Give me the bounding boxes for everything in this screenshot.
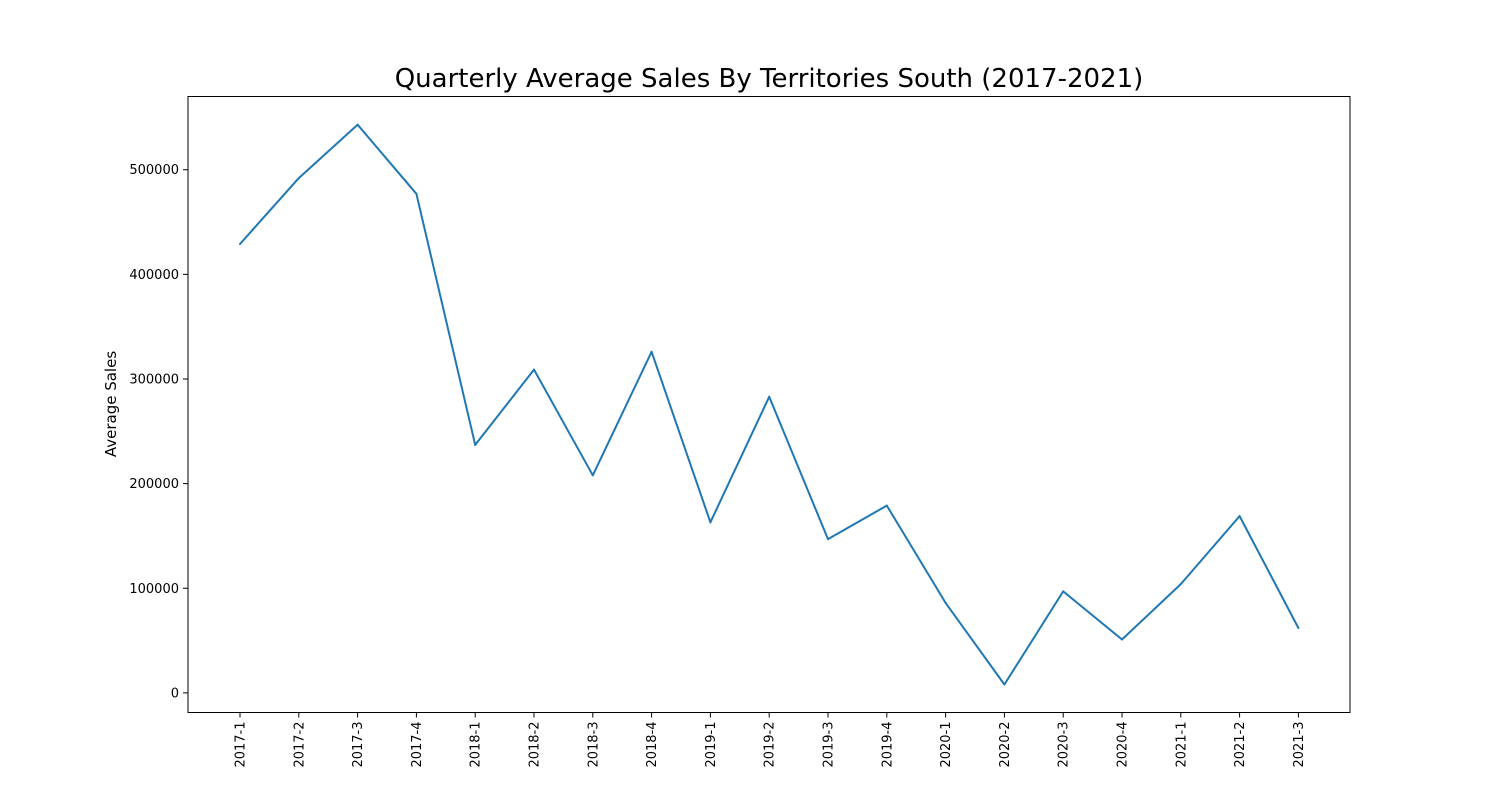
series-layer — [239, 123, 1300, 686]
y-tick-label: 500000 — [129, 163, 179, 178]
x-tick-label: 2018-1 — [469, 722, 484, 768]
y-tick-label: 0 — [171, 686, 179, 701]
x-tick-label: 2018-4 — [645, 722, 660, 768]
data-point — [1003, 683, 1006, 686]
x-tick-label: 2020-2 — [998, 722, 1013, 768]
x-tick-label: 2019-3 — [822, 722, 837, 768]
x-tick-label: 2021-1 — [1174, 722, 1189, 768]
y-tick-label: 300000 — [129, 372, 179, 387]
data-point — [768, 395, 771, 398]
data-point — [1238, 515, 1241, 518]
x-tick-label: 2020-1 — [939, 722, 954, 768]
y-axis-ticks: 0 100000 200000 300000 400000 500000 — [129, 163, 188, 701]
x-tick-label: 2021-2 — [1233, 722, 1248, 768]
data-point — [650, 350, 653, 353]
data-point — [239, 243, 241, 246]
data-point — [297, 177, 300, 180]
data-point — [1297, 627, 1300, 630]
data-point — [1179, 583, 1182, 586]
x-tick-label: 2018-3 — [586, 722, 601, 768]
data-point — [533, 368, 535, 371]
data-point — [1062, 590, 1065, 593]
data-point — [591, 474, 594, 477]
x-tick-label: 2020-4 — [1116, 722, 1131, 768]
data-point — [474, 443, 477, 446]
y-tick-label: 200000 — [129, 477, 179, 492]
data-point — [709, 521, 712, 524]
x-tick-label: 2019-4 — [880, 722, 895, 768]
y-tick-label: 100000 — [129, 582, 179, 597]
x-tick-label: 2019-2 — [763, 722, 778, 768]
chart-title: Quarterly Average Sales By Territories S… — [395, 64, 1144, 94]
data-point — [827, 538, 829, 541]
x-tick-label: 2017-3 — [351, 722, 366, 768]
x-tick-label: 2017-4 — [410, 722, 425, 768]
x-tick-label: 2019-1 — [704, 722, 719, 768]
data-point — [1121, 638, 1123, 641]
x-tick-label: 2020-3 — [1057, 722, 1072, 768]
x-tick-label: 2017-2 — [292, 722, 307, 768]
data-point — [415, 192, 418, 195]
x-tick-label: 2018-2 — [528, 722, 543, 768]
x-axis-ticks: 2017-1 2017-2 2017-3 2017-4 2018-1 2018-2 2018… — [234, 712, 1307, 768]
data-point — [885, 504, 888, 507]
x-tick-label: 2017-1 — [234, 722, 249, 768]
plot-frame — [187, 96, 1351, 713]
x-tick-label: 2021-3 — [1292, 722, 1307, 768]
data-point — [356, 123, 359, 126]
data-point — [944, 601, 947, 604]
y-axis-label: Average Sales — [102, 351, 120, 457]
y-tick-label: 400000 — [129, 268, 179, 283]
